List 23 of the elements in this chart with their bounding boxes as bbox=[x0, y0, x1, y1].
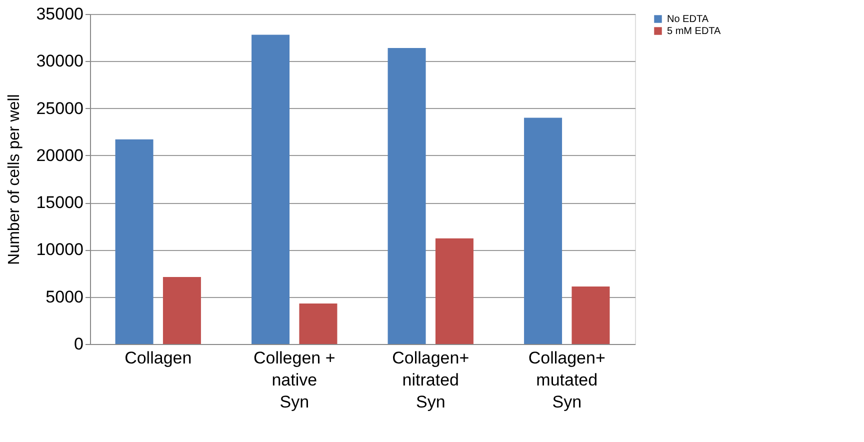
x-tick-label: Collegen + native Syn bbox=[253, 348, 336, 412]
y-tick-label: 30000 bbox=[36, 52, 84, 71]
legend-label: No EDTA bbox=[667, 14, 709, 25]
y-tick-label: 0 bbox=[74, 334, 84, 354]
y-tick-label: 25000 bbox=[36, 98, 84, 118]
y-axis-title: Number of cells per well bbox=[6, 94, 24, 265]
x-tick-label: Collagen bbox=[124, 348, 192, 368]
y-tick-label: 20000 bbox=[36, 146, 84, 165]
x-tick-label: Collagen+ mutated Syn bbox=[528, 348, 606, 412]
bar bbox=[524, 118, 562, 344]
legend-label: 5 mM EDTA bbox=[667, 26, 722, 37]
y-tick-label: 5000 bbox=[46, 287, 84, 306]
bar bbox=[572, 286, 610, 344]
bar bbox=[252, 34, 290, 344]
x-tick-label: Collagen+ nitrated Syn bbox=[392, 348, 470, 412]
bar bbox=[162, 277, 201, 344]
bar bbox=[115, 139, 154, 344]
bar bbox=[435, 238, 474, 344]
y-tick-label: 35000 bbox=[36, 4, 84, 24]
y-tick-label: 10000 bbox=[36, 240, 84, 260]
bar bbox=[388, 48, 426, 344]
bar bbox=[299, 303, 338, 344]
y-tick-label: 15000 bbox=[36, 193, 84, 212]
